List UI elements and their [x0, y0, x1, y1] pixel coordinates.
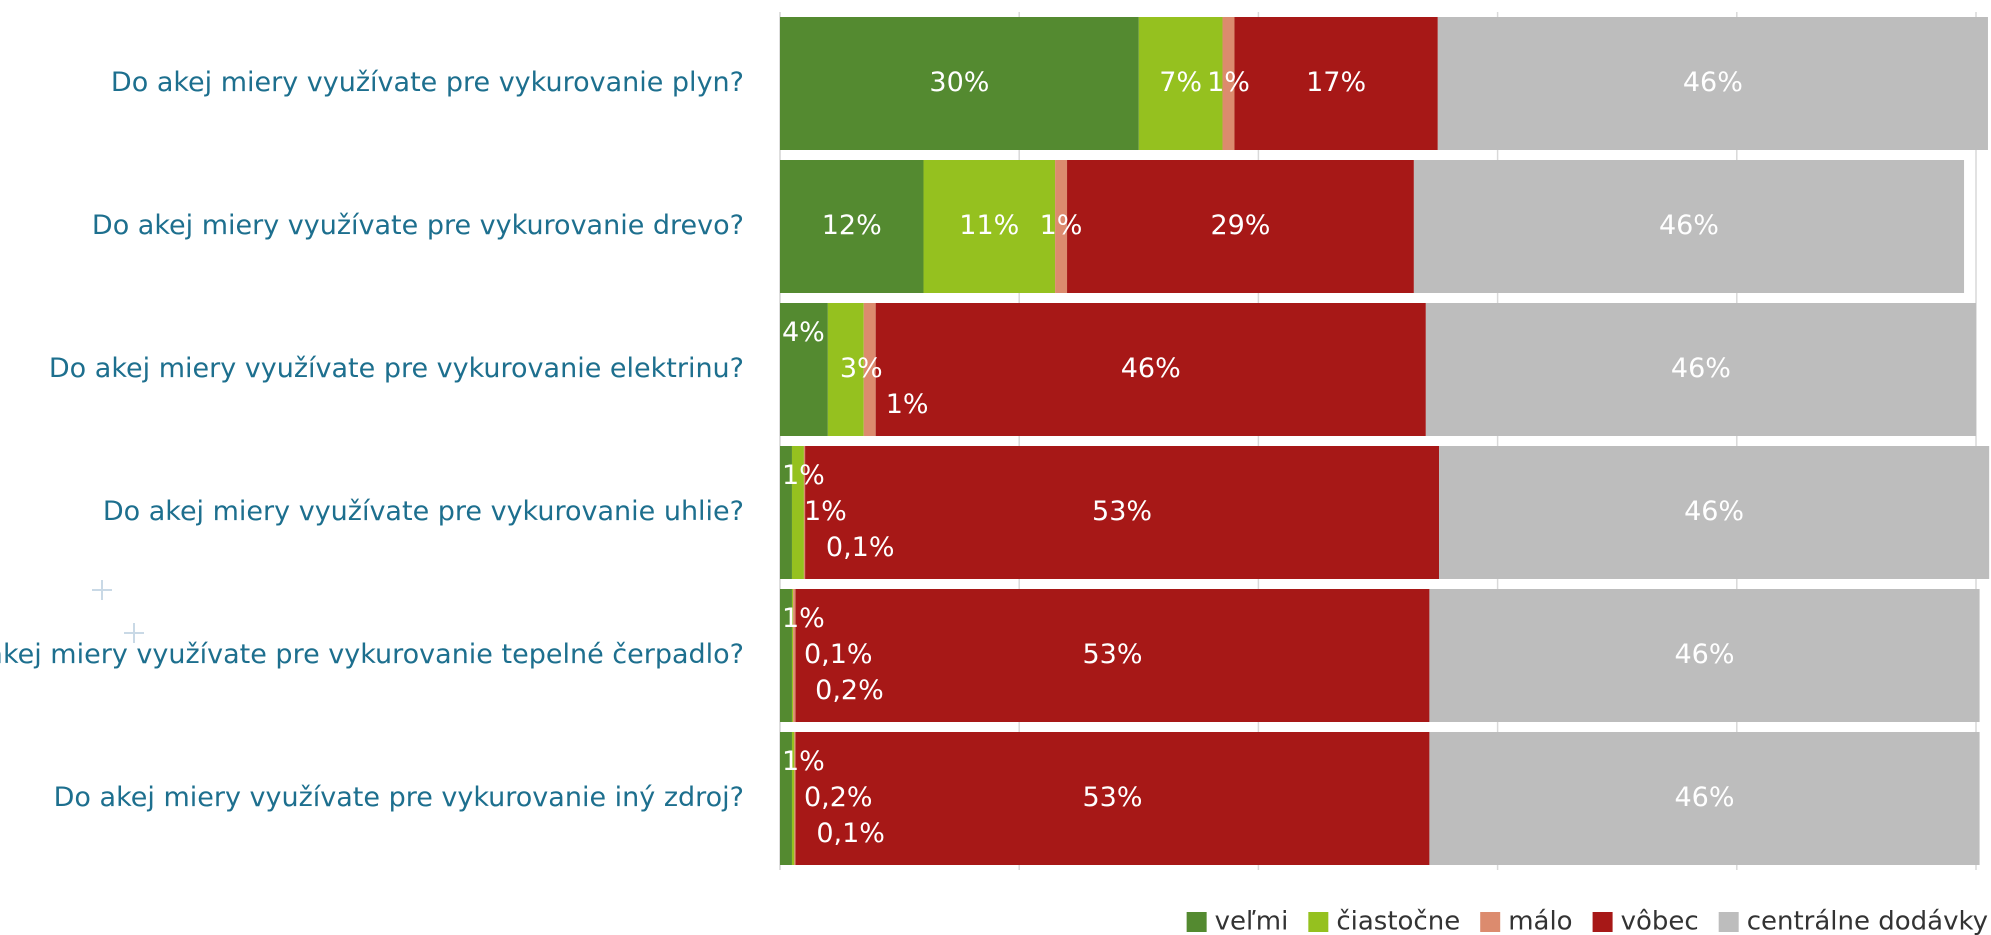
bar-segment [805, 446, 1439, 579]
legend-label: čiastočne [1336, 907, 1460, 935]
bar-segment [1429, 732, 1980, 865]
bar-segment [1413, 160, 1965, 293]
data-label: 53% [1082, 782, 1142, 813]
bar-segment [1234, 17, 1438, 150]
bar-segment [793, 589, 796, 722]
bar-segment [875, 303, 1426, 436]
legend: centrálne dodávky vôbec málo čiastočne veľmi [1186, 907, 1988, 935]
bar-segment [780, 446, 792, 579]
data-label: 46% [1684, 496, 1744, 527]
bars [780, 17, 1990, 865]
data-label: 46% [1121, 353, 1181, 384]
bar-segment [923, 160, 1056, 293]
legend-swatch [1186, 912, 1207, 932]
bar-segment [1222, 17, 1235, 150]
bar-segment [1138, 17, 1223, 150]
data-label: 53% [1082, 639, 1142, 670]
category-label: Do akej miery využívate pre vykurovanie … [54, 782, 744, 813]
grid [779, 12, 1977, 870]
data-label: 12% [822, 210, 882, 241]
data-label: 7% [1159, 67, 1202, 98]
data-label: 0,1% [816, 818, 885, 849]
decoration [92, 580, 144, 643]
bar-segment [863, 303, 876, 436]
bar-segment [1067, 160, 1414, 293]
bar-segment [780, 732, 792, 865]
data-label: 29% [1210, 210, 1270, 241]
legend-label: vôbec [1621, 907, 1699, 935]
category-label: Do akej miery využívate pre vykurovanie … [111, 67, 744, 98]
data-label: 0,2% [815, 675, 884, 706]
legend-swatch [1308, 912, 1329, 932]
bar-segment [1438, 446, 1990, 579]
legend-label: centrálne dodávky [1747, 907, 1988, 935]
data-label: 0,1% [804, 639, 873, 670]
bar-segment [1055, 160, 1068, 293]
data-label: 53% [1092, 496, 1152, 527]
data-label: 1% [1040, 210, 1083, 241]
bar-segment [791, 589, 794, 722]
data-label: 17% [1306, 67, 1366, 98]
data-label: 1% [782, 603, 825, 634]
legend-swatch [1480, 912, 1501, 932]
category-label: Do akej miery využívate pre vykurovanie … [49, 353, 744, 384]
data-label: 1% [782, 746, 825, 777]
data-label: 4% [782, 317, 825, 348]
data-label: 46% [1675, 639, 1735, 670]
category-label: Do akej miery využívate pre vykurovanie … [103, 496, 744, 527]
bar-segment [1429, 589, 1980, 722]
bar-segment [794, 732, 796, 865]
legend-swatch [1592, 912, 1613, 932]
legend-swatch [1718, 912, 1739, 932]
legend-label: veľmi [1215, 907, 1289, 935]
data-label: 1% [804, 496, 847, 527]
bar-segment [1425, 303, 1976, 436]
bar-segment [780, 589, 792, 722]
data-label: 11% [959, 210, 1019, 241]
bar-segment [803, 446, 806, 579]
data-label: 1% [1207, 67, 1250, 98]
bar-segment [791, 446, 804, 579]
bar-segment [795, 589, 1430, 722]
data-label: 1% [886, 389, 929, 420]
data-label: 0,2% [804, 782, 873, 813]
data-label: 46% [1671, 353, 1731, 384]
bar-segment [827, 303, 864, 436]
data-label: 3% [840, 353, 883, 384]
bar-segment [791, 732, 795, 865]
bar-segment [795, 732, 1430, 865]
data-label: 1% [782, 460, 825, 491]
data-label: 46% [1683, 67, 1743, 98]
category-label: Do akej miery využívate pre vykurovanie … [92, 210, 744, 241]
data-label: 30% [929, 67, 989, 98]
data-label: 46% [1659, 210, 1719, 241]
bar-segment [780, 17, 1139, 150]
legend-label: málo [1508, 907, 1572, 935]
category-label: Do akej miery využívate pre vykurovanie … [0, 639, 744, 670]
data-label: 46% [1675, 782, 1735, 813]
data-label: 0,1% [826, 532, 895, 563]
bar-segment [780, 303, 828, 436]
bar-segment [1437, 17, 1988, 150]
bar-segment [780, 160, 924, 293]
